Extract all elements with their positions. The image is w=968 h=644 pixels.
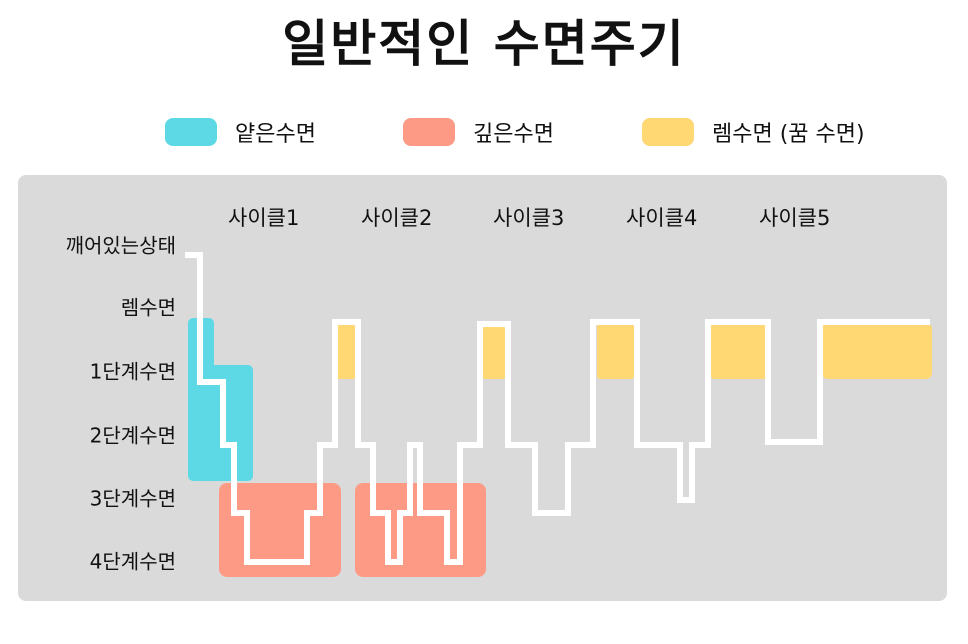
light-sleep-swatch <box>165 118 217 146</box>
stage-label-rem: 렘수면 <box>120 295 176 320</box>
rem-sleep-region <box>482 327 506 379</box>
cycle-label-4: 사이클4 <box>626 206 698 230</box>
rem-sleep-region <box>822 323 932 379</box>
stage-label-stage2: 2단계수면 <box>89 423 176 448</box>
light-sleep-regions <box>188 318 253 481</box>
cycle-label-5: 사이클5 <box>759 206 831 230</box>
cycle-label-3: 사이클3 <box>493 206 565 230</box>
legend-label: 깊은수면 <box>473 122 554 147</box>
legend-rem-sleep: 렘수면 (꿈 수면) <box>642 116 865 148</box>
rem-sleep-region <box>337 325 356 379</box>
light-sleep-region <box>205 365 253 481</box>
stage-label-stage1: 1단계수면 <box>89 359 176 384</box>
legend-label: 얕은수면 <box>235 122 316 147</box>
legend-deep-sleep: 깊은수면 <box>403 116 554 148</box>
stage-label-stage4: 4단계수면 <box>89 549 176 574</box>
rem-sleep-region <box>711 323 768 379</box>
sleep-stage-line <box>185 252 930 565</box>
cycle-label-2: 사이클2 <box>361 206 433 230</box>
rem-sleep-swatch <box>642 118 694 146</box>
page-title: 일반적인 수면주기 <box>282 15 686 73</box>
stage-label-stage3: 3단계수면 <box>89 486 176 511</box>
deep-sleep-swatch <box>403 118 455 146</box>
legend-light-sleep: 얕은수면 <box>165 116 316 148</box>
rem-sleep-regions <box>337 323 932 379</box>
stage-label-awake: 깨어있는상태 <box>65 233 176 258</box>
cycle-label-1: 사이클1 <box>228 206 300 230</box>
legend-label: 렘수면 (꿈 수면) <box>712 122 865 147</box>
rem-sleep-region <box>597 323 634 379</box>
